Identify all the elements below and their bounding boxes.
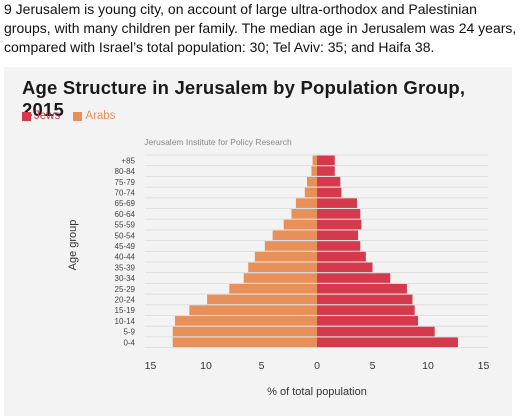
y-tick-label: 65-69 (115, 199, 136, 208)
bar-arabs-60-64 (291, 209, 317, 219)
y-tick-label: 80-84 (115, 167, 136, 176)
y-tick-label: 55-59 (115, 221, 136, 230)
bar-arabs-75-79 (307, 176, 317, 187)
bar-arabs-45-49 (264, 241, 317, 251)
chart-card: Age Structure in Jerusalem by Population… (4, 67, 512, 416)
source-note: Jerusalem Institute for Policy Research (144, 137, 292, 147)
bar-arabs-20-24 (207, 294, 317, 305)
bar-jews-75-79 (317, 176, 341, 187)
bar-jews-80-84 (317, 166, 335, 176)
bar-jews-60-64 (317, 209, 361, 219)
bar-arabs-70-74 (304, 187, 317, 198)
bar-jews-25-29 (317, 283, 407, 294)
x-tick-label: 10 (422, 360, 434, 372)
bar-jews-20-24 (317, 294, 413, 305)
y-tick-label: 60-64 (115, 210, 136, 219)
y-tick-label: 40-44 (115, 253, 136, 262)
y-tick-label: 45-49 (115, 242, 136, 251)
legend-swatch-jews (22, 111, 31, 121)
bar-jews-5-9 (317, 326, 435, 337)
y-tick-label: 15-19 (115, 306, 136, 315)
x-tick-label: 15 (478, 360, 490, 372)
bar-jews-55-59 (317, 219, 362, 230)
x-tick-label: 15 (145, 360, 157, 372)
bar-jews-30-34 (317, 273, 391, 283)
gridlines (145, 154, 488, 349)
bar-jews-70-74 (317, 187, 342, 198)
intro-paragraph: 9 Jerusalem is young city, on account of… (4, 1, 517, 55)
y-tick-label: 5-9 (123, 328, 135, 337)
legend-item-arabs: Arabs (73, 110, 115, 122)
bar-jews-35-39 (317, 262, 373, 273)
bar-arabs-35-39 (248, 262, 317, 273)
bar-arabs-0-4 (172, 337, 317, 348)
y-tick-label: 50-54 (115, 231, 136, 240)
bar-jews-40-44 (317, 251, 366, 262)
chart-title: Age Structure in Jerusalem by Population… (22, 77, 466, 120)
x-tick-label: 5 (370, 360, 376, 372)
y-tick-label: +85 (121, 156, 135, 165)
bar-jews-10-14 (317, 316, 419, 326)
bar-arabs-25-29 (229, 283, 317, 294)
chart-legend: Jews Arabs (22, 110, 125, 124)
y-tick-label: 0-4 (123, 338, 135, 347)
bar-arabs-55-59 (283, 219, 317, 230)
y-tick-label: 10-14 (115, 317, 136, 326)
bar-arabs-30-34 (243, 273, 317, 283)
bar-jews-45-49 (317, 241, 361, 251)
y-tick-label: 35-39 (115, 263, 136, 272)
bar-arabs-5-9 (172, 326, 317, 337)
y-tick-label: 75-79 (115, 178, 136, 187)
legend-item-jews: Jews (22, 110, 60, 122)
bar-jews-65-69 (317, 198, 357, 208)
bar-arabs-10-14 (174, 316, 317, 326)
bar-arabs-15-19 (189, 305, 317, 315)
bar-jews-0-4 (317, 337, 458, 348)
y-tick-label: 25-29 (115, 285, 136, 294)
legend-label-arabs: Arabs (85, 110, 116, 122)
y-tick-label: 20-24 (115, 295, 136, 304)
legend-label-jews: Jews (34, 110, 61, 122)
bar-jews-50-54 (317, 230, 359, 241)
bar-arabs-80-84 (311, 166, 317, 176)
bar-arabs-40-44 (254, 251, 317, 262)
bar-arabs-50-54 (272, 230, 317, 241)
bars (172, 155, 458, 348)
bar-jews-15-19 (317, 305, 415, 315)
bar-jews-+85 (317, 155, 335, 166)
x-tick-label: 10 (200, 360, 212, 372)
x-axis-label: % of total population (267, 386, 367, 398)
y-tick-label: 70-74 (115, 188, 136, 197)
bar-arabs-+85 (312, 155, 317, 166)
x-tick-label: 0 (314, 360, 320, 372)
y-tick-label: 30-34 (115, 274, 136, 283)
y-axis-label: Age group (67, 220, 79, 271)
legend-swatch-arabs (73, 111, 83, 121)
x-tick-label: 5 (259, 360, 265, 372)
bar-arabs-65-69 (295, 198, 317, 208)
